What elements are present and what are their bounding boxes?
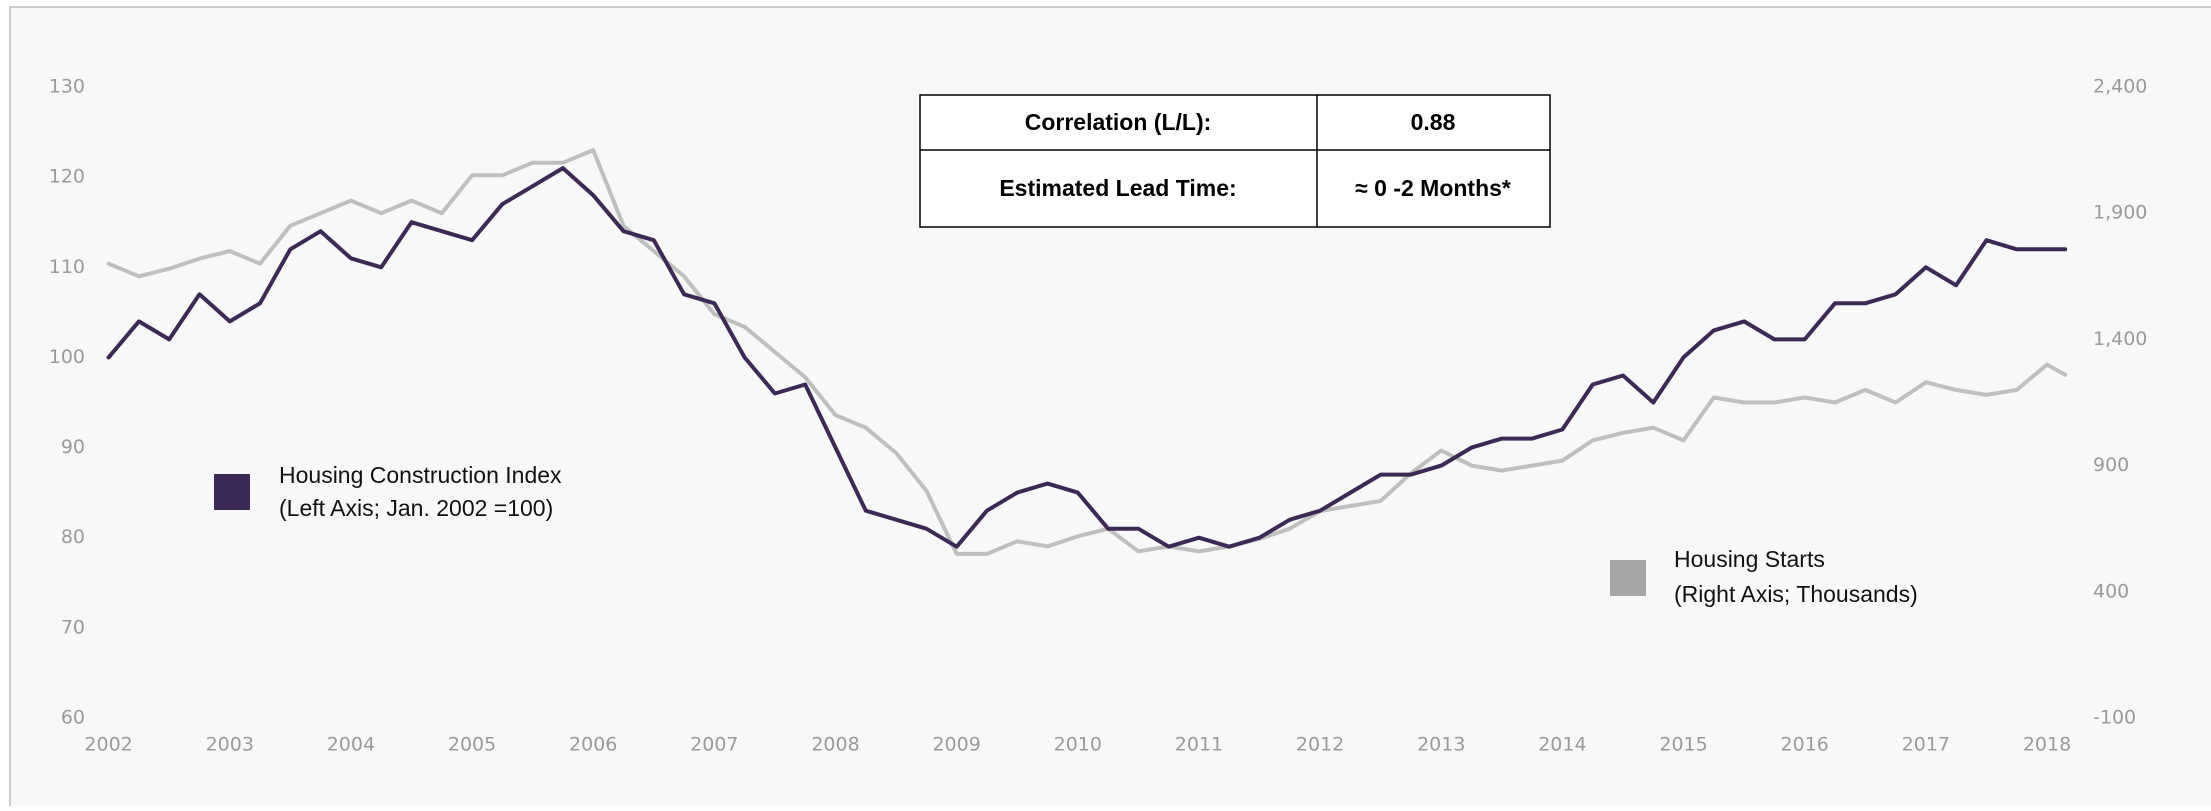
y-tick-label: 60 — [61, 707, 85, 729]
y-tick-label: 110 — [49, 256, 85, 278]
y2-tick-label: 1,400 — [2093, 328, 2147, 350]
x-tick-label: 2011 — [1175, 734, 1223, 756]
x-tick-label: 2006 — [569, 734, 617, 756]
x-tick-label: 2014 — [1538, 734, 1586, 756]
y2-tick-label: -100 — [2093, 707, 2136, 729]
stats-table: Correlation (L/L): 0.88 Estimated Lead T… — [919, 94, 1551, 228]
series-line — [106, 166, 2068, 549]
y-tick-label: 70 — [61, 616, 85, 638]
y2-tick-label: 2,400 — [2093, 76, 2147, 98]
x-tick-label: 2018 — [2023, 734, 2071, 756]
y2-tick-label: 1,900 — [2093, 202, 2147, 224]
table-border — [919, 94, 1551, 228]
x-tick-label: 2012 — [1296, 734, 1344, 756]
x-tick-label: 2007 — [690, 734, 738, 756]
legend-swatch — [1610, 560, 1646, 596]
x-tick-label: 2017 — [1902, 734, 1950, 756]
x-tick-label: 2013 — [1417, 734, 1465, 756]
table-cell: ≈ 0 -2 Months* — [1355, 175, 1511, 201]
series-line — [106, 148, 2068, 556]
legend-swatch — [214, 474, 250, 510]
table-cell: 0.88 — [1411, 109, 1456, 135]
legend-label: Housing Starts — [1674, 546, 1825, 572]
y-tick-label: 120 — [49, 166, 85, 188]
x-tick-label: 2002 — [84, 734, 132, 756]
x-tick-label: 2008 — [811, 734, 859, 756]
y2-tick-label: 900 — [2093, 454, 2129, 476]
x-tick-label: 2016 — [1781, 734, 1829, 756]
y-tick-label: 80 — [61, 526, 85, 548]
table-cell: Estimated Lead Time: — [999, 175, 1236, 201]
legend-note: (Left Axis; Jan. 2002 =100) — [279, 495, 553, 521]
x-tick-label: 2003 — [206, 734, 254, 756]
table-cell: Correlation (L/L): — [1025, 109, 1212, 135]
x-tick-label: 2009 — [932, 734, 980, 756]
x-tick-label: 2005 — [448, 734, 496, 756]
legend-note: (Right Axis; Thousands) — [1674, 581, 1918, 607]
x-tick-label: 2015 — [1659, 734, 1707, 756]
y-tick-label: 130 — [49, 76, 85, 98]
y-tick-label: 100 — [49, 346, 85, 368]
y-tick-label: 90 — [61, 436, 85, 458]
x-tick-label: 2010 — [1054, 734, 1102, 756]
y2-tick-label: 400 — [2093, 580, 2129, 602]
legend-label: Housing Construction Index — [279, 462, 562, 488]
x-tick-label: 2004 — [327, 734, 375, 756]
